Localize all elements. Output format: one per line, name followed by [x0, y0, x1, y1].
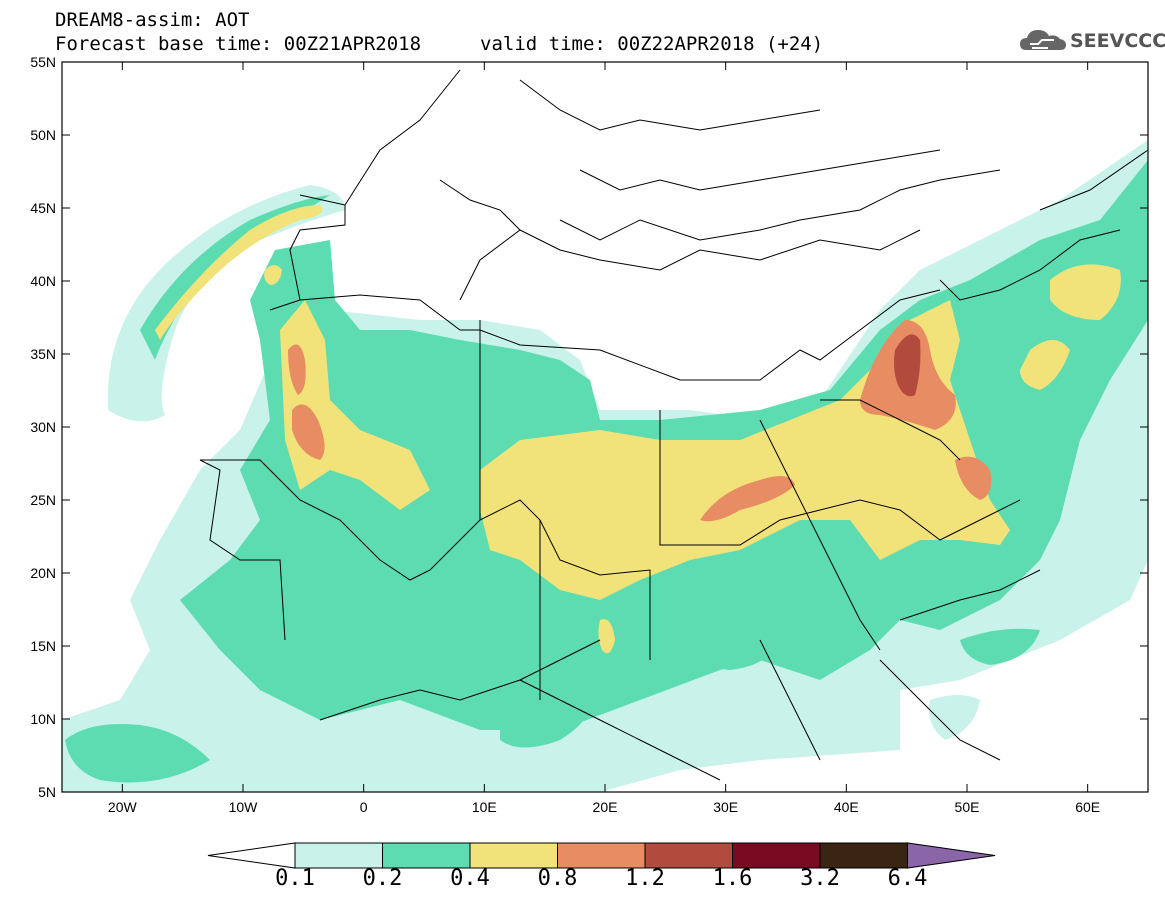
- country-borders: [199, 69, 1148, 781]
- x-tick-label: 10W: [229, 799, 259, 815]
- y-tick-label: 45N: [30, 200, 56, 216]
- colorbar-level-label: 0.4: [450, 866, 490, 891]
- x-axis-ticks: 20W 10W 0 10E 20E 30E 40E 50E 60E: [108, 62, 1100, 815]
- x-tick-label: 0: [360, 799, 368, 815]
- x-tick-label: 20E: [593, 799, 618, 815]
- x-tick-label: 50E: [955, 799, 980, 815]
- y-tick-label: 10N: [30, 711, 56, 727]
- forecast-base-time: Forecast base time: 00Z21APR2018: [55, 33, 422, 55]
- x-tick-label: 30E: [713, 799, 738, 815]
- x-tick-label: 40E: [834, 799, 859, 815]
- y-tick-label: 35N: [30, 346, 56, 362]
- y-tick-label: 25N: [30, 492, 56, 508]
- x-tick-label: 20W: [108, 799, 138, 815]
- y-tick-label: 15N: [30, 638, 56, 654]
- colorbar-level-label: 0.1: [275, 866, 315, 891]
- y-tick-label: 50N: [30, 127, 56, 143]
- y-tick-label: 55N: [30, 54, 56, 70]
- colorbar-over-triangle: [907, 842, 996, 869]
- map-title: DREAM8-assim: AOT: [55, 9, 250, 31]
- colorbar-swatch: [819, 842, 908, 869]
- colorbar-swatch: [294, 842, 383, 869]
- aot-band-1.2: [894, 334, 921, 397]
- colorbar-level-label: 3.2: [800, 866, 840, 891]
- valid-time: valid time: 00Z22APR2018 (+24): [480, 33, 824, 55]
- seevccc-logo: SEEVCCC: [1018, 24, 1165, 56]
- logo-text: SEEVCCC: [1070, 30, 1165, 52]
- colorbar-level-label: 0.2: [362, 866, 403, 891]
- colorbar: [207, 842, 996, 869]
- aot-field: [62, 140, 1148, 792]
- colorbar-level-label: 1.2: [625, 866, 665, 891]
- colorbar-swatch: [644, 842, 733, 869]
- x-tick-label: 10E: [472, 799, 497, 815]
- y-tick-label: 30N: [30, 419, 56, 435]
- y-tick-label: 40N: [30, 273, 56, 289]
- x-tick-label: 60E: [1075, 799, 1100, 815]
- colorbar-swatch: [382, 842, 471, 869]
- y-tick-label: 20N: [30, 565, 56, 581]
- colorbar-level-label: 1.6: [712, 866, 753, 891]
- colorbar-level-label: 6.4: [887, 866, 928, 891]
- y-tick-label: 5N: [38, 784, 56, 800]
- colorbar-swatch: [469, 842, 558, 869]
- y-axis-ticks: 55N 50N 45N 40N 35N 30N 25N 20N 15N 10N 5N: [30, 54, 1148, 800]
- colorbar-level-label: 0.8: [537, 866, 578, 891]
- cloud-icon: [1020, 30, 1066, 50]
- colorbar-swatch: [732, 842, 821, 869]
- colorbar-under-triangle: [207, 842, 296, 869]
- colorbar-swatch: [557, 842, 646, 869]
